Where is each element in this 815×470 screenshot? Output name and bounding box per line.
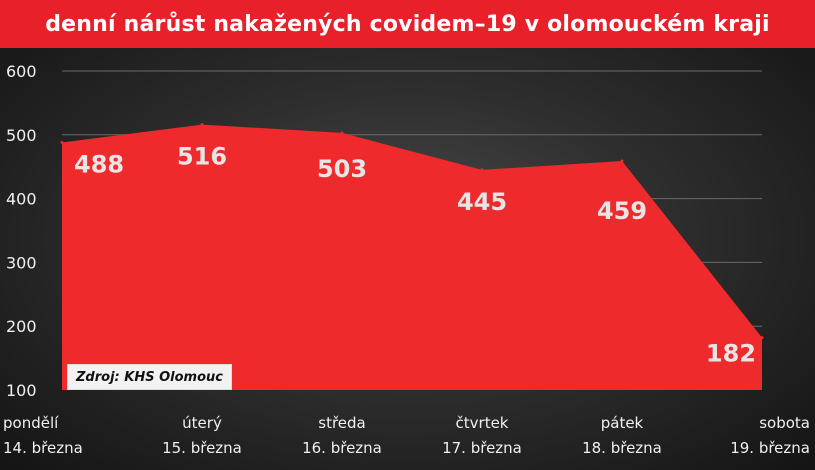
- y-tick-label: 600: [6, 62, 37, 81]
- x-tick-sublabel: 18. března: [582, 439, 662, 457]
- data-point: [620, 159, 624, 163]
- data-label: 445: [457, 188, 507, 216]
- chart-title: denní nárůst nakažených covidem–19 v olo…: [45, 11, 770, 37]
- x-tick-label: úterý: [182, 414, 222, 432]
- data-point: [60, 140, 64, 144]
- data-label: 516: [177, 143, 227, 171]
- y-tick-label: 200: [6, 317, 37, 336]
- data-label: 488: [74, 150, 124, 178]
- data-label: 459: [597, 197, 647, 225]
- x-tick-label: středa: [318, 414, 365, 432]
- series-area: [62, 124, 762, 390]
- data-point: [760, 336, 764, 340]
- x-tick-label: pátek: [601, 414, 644, 432]
- y-tick-label: 300: [6, 253, 37, 272]
- y-tick-label: 100: [6, 381, 37, 400]
- x-tick-label: sobota: [759, 414, 810, 432]
- x-tick-label: čtvrtek: [456, 414, 509, 432]
- title-bar: denní nárůst nakažených covidem–19 v olo…: [0, 0, 815, 48]
- y-tick-label: 400: [6, 190, 37, 209]
- x-tick-label: pondělí: [3, 414, 59, 432]
- x-tick-sublabel: 15. března: [162, 439, 242, 457]
- y-tick-label: 500: [6, 126, 37, 145]
- x-tick-sublabel: 19. března: [730, 439, 810, 457]
- data-label: 182: [706, 340, 756, 368]
- data-point: [340, 131, 344, 135]
- data-point: [200, 123, 204, 127]
- source-badge: Zdroj: KHS Olomouc: [67, 364, 232, 390]
- x-tick-sublabel: 16. března: [302, 439, 382, 457]
- x-tick-sublabel: 14. března: [3, 439, 83, 457]
- x-tick-sublabel: 17. března: [442, 439, 522, 457]
- data-point: [480, 168, 484, 172]
- data-label: 503: [317, 155, 367, 183]
